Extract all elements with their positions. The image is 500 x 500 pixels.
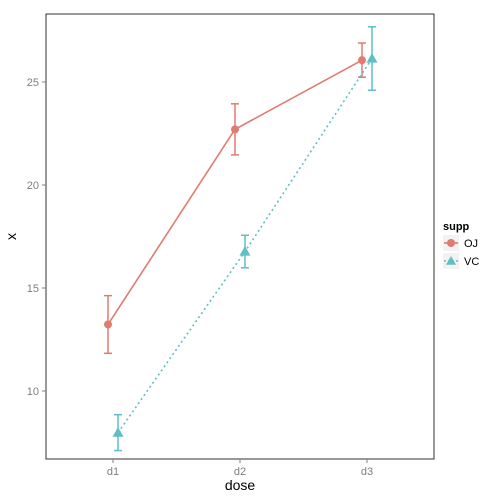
y-tick-label: 10: [27, 386, 39, 398]
data-point: [358, 56, 366, 65]
y-axis: 10 15 20 25: [27, 77, 46, 398]
legend-key-marker: [447, 239, 455, 247]
data-point: [104, 320, 112, 329]
legend-label: VC: [464, 256, 479, 268]
x-tick-label: d2: [234, 466, 246, 478]
plot-panel: [45, 13, 435, 460]
series-layer: [104, 26, 378, 452]
x-axis-title: dose: [225, 477, 256, 493]
y-tick-label: 25: [27, 77, 39, 89]
legend: supp OJ VC: [443, 221, 479, 269]
x-tick-label: d3: [361, 466, 373, 478]
legend-key-marker: [446, 256, 456, 265]
y-tick-label: 15: [27, 283, 39, 295]
legend-item-oj: OJ: [443, 235, 478, 251]
y-axis-title: x: [3, 233, 19, 240]
data-point: [366, 53, 378, 63]
series-vc: [112, 26, 378, 452]
x-axis: d1 d2 d3: [107, 459, 373, 478]
data-point: [231, 125, 239, 134]
legend-label: OJ: [464, 238, 478, 250]
data-point: [239, 246, 251, 256]
series-oj: [104, 42, 366, 355]
legend-title: supp: [443, 221, 470, 233]
x-tick-label: d1: [107, 466, 119, 478]
data-point: [112, 427, 124, 437]
y-tick-label: 20: [27, 180, 39, 192]
legend-item-vc: VC: [443, 253, 479, 269]
